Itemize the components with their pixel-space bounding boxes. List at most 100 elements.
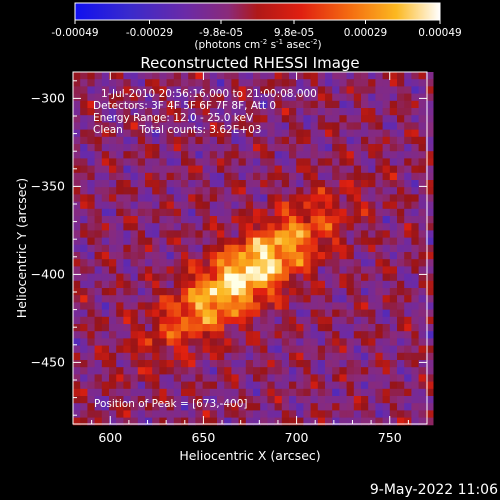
heatmap-cell [245,259,254,267]
heatmap-cell [404,194,412,203]
heatmap-cell [238,367,247,375]
heatmap-cell [123,115,132,123]
heatmap-cell [188,309,196,318]
heatmap-cell [317,187,326,195]
heatmap-cell [202,165,211,174]
heatmap-cell [152,129,160,138]
heatmap-cell [325,396,333,404]
heatmap-cell [418,230,427,239]
heatmap-cell [73,194,81,203]
heatmap-cell [382,158,391,167]
heatmap-cell [181,324,189,332]
heatmap-cell [361,172,369,181]
heatmap-cell [253,338,261,347]
heatmap-cell [188,144,196,152]
heatmap-cell [166,100,175,109]
heatmap-cell [231,345,240,354]
heatmap-cell [303,252,312,260]
heatmap-cell [289,331,297,339]
heatmap-cell [80,324,88,332]
heatmap-cell [238,338,247,347]
heatmap-cell [397,180,405,188]
heatmap-cell [389,316,398,325]
heatmap-cell [397,136,405,145]
heatmap-cell [353,338,362,347]
heatmap-cell [202,194,211,203]
heatmap-cell [224,324,232,332]
heatmap-cell [202,208,211,217]
heatmap-cell [181,115,189,123]
heatmap-cell [202,136,211,145]
heatmap-cell [418,115,427,123]
heatmap-cell [80,273,88,282]
heatmap-cell [181,345,189,354]
heatmap-cell [303,230,312,239]
heatmap-cell [389,374,398,383]
heatmap-cell [317,280,326,289]
heatmap-cell [188,259,196,267]
heatmap-cell [209,403,218,411]
heatmap-cell [217,381,225,390]
heatmap-cell [339,331,348,339]
heatmap-cell [332,360,340,368]
heatmap-cell [375,331,384,339]
heatmap-cell [195,410,204,419]
heatmap-cell [274,79,283,87]
heatmap-cell [137,410,146,419]
heatmap-cell [310,122,319,131]
heatmap-cell [87,266,96,275]
heatmap-cell [166,165,175,174]
heatmap-cell [332,266,340,275]
heatmap-cell [145,194,153,203]
heatmap-cell [253,273,261,282]
heatmap-cell [317,129,326,138]
heatmap-cell [188,244,196,253]
heatmap-cell [217,93,225,102]
heatmap-cell [123,309,132,318]
heatmap-cell [361,237,369,246]
heatmap-cell [137,302,146,311]
heatmap-cell [101,374,110,383]
heatmap-cell [123,345,132,354]
heatmap-cell [375,273,384,282]
heatmap-cell [346,352,355,361]
heatmap-cell [418,187,427,195]
heatmap-cell [411,338,420,347]
heatmap-cell [195,136,204,145]
heatmap-cell [94,403,103,411]
heatmap-cell [425,244,434,253]
heatmap-cell [404,86,412,95]
heatmap-cell [253,165,261,174]
heatmap-cell [303,345,312,354]
heatmap-cell [310,273,319,282]
heatmap-cell [361,216,369,224]
heatmap-cell [123,151,132,159]
heatmap-cell [325,100,333,109]
heatmap-cell [339,79,348,87]
heatmap-cell [145,252,153,260]
heatmap-cell [231,115,240,123]
heatmap-cell [310,367,319,375]
heatmap-cell [310,93,319,102]
heatmap-cell [181,352,189,361]
heatmap-cell [101,352,110,361]
heatmap-cell [166,201,175,210]
heatmap-cell [123,381,132,390]
heatmap-cell [159,158,168,167]
heatmap-cell [281,266,290,275]
heatmap-cell [94,280,103,289]
heatmap-cell [332,252,340,260]
heatmap-cell [361,86,369,95]
heatmap-cell [346,388,355,397]
heatmap-cell [209,122,218,131]
heatmap-cell [80,403,88,411]
heatmap-cell [425,295,434,303]
colorbar-tick-label: 0.00029 [344,27,387,39]
heatmap-cell [188,410,196,419]
heatmap-cell [303,208,312,217]
heatmap-cell [195,288,204,296]
heatmap-cell [303,122,312,131]
heatmap-cell [397,129,405,138]
heatmap-cell [325,381,333,390]
heatmap-cell [353,216,362,224]
